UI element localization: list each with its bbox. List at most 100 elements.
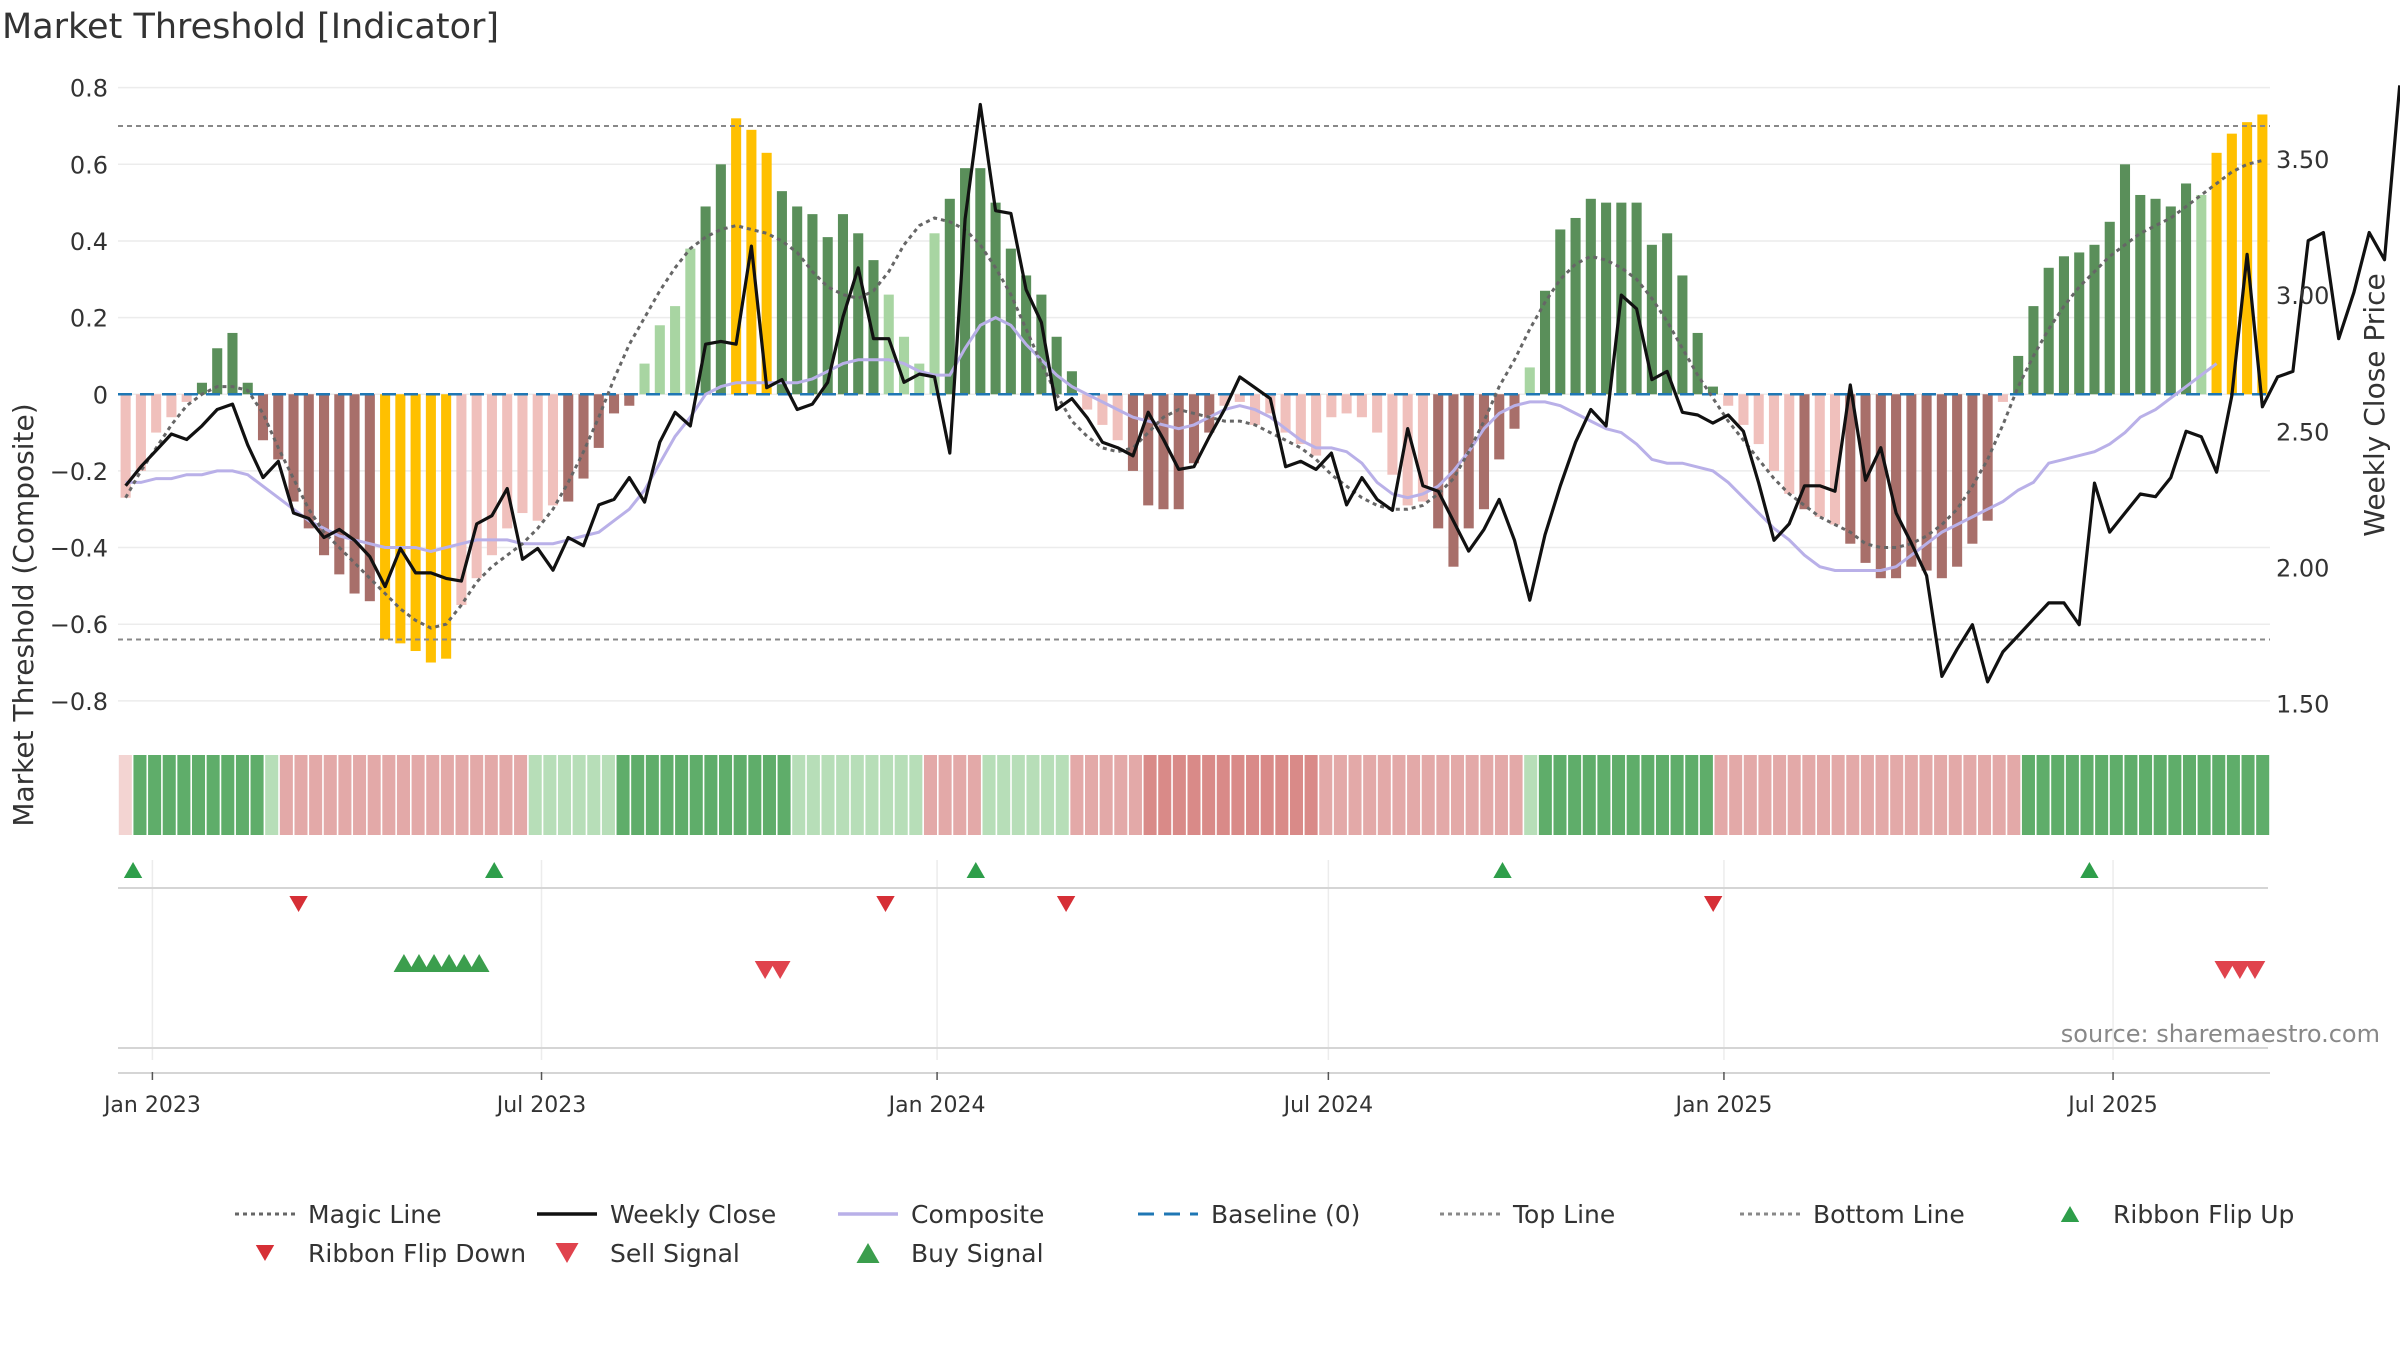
- legend-label: Composite: [911, 1200, 1044, 1229]
- ribbon-cell: [1568, 755, 1582, 835]
- y-left-tick-label: −0.6: [50, 611, 108, 639]
- y-left-label: Market Threshold (Composite): [7, 403, 40, 826]
- legend-label: Top Line: [1512, 1200, 1615, 1229]
- ribbon-cell: [953, 755, 967, 835]
- threshold-bar: [2165, 206, 2176, 395]
- threshold-bar: [166, 394, 177, 418]
- ribbon-cell: [162, 755, 176, 835]
- ribbon-cell: [353, 755, 367, 835]
- ribbon-flip-down-marker: [289, 896, 308, 912]
- legend-marker: [2060, 1206, 2080, 1222]
- sell-signal-marker: [769, 961, 791, 979]
- ribbon-cell: [923, 755, 938, 835]
- ribbon-cell: [704, 755, 718, 835]
- threshold-bar: [2013, 355, 2024, 395]
- y-right-tick-label: 2.00: [2276, 554, 2329, 582]
- threshold-bar: [1478, 394, 1490, 510]
- threshold-bar: [1082, 394, 1093, 410]
- ribbon-cell: [1231, 755, 1245, 835]
- ribbon-cell: [909, 755, 923, 835]
- ribbon-cell: [338, 755, 352, 835]
- threshold-bar: [1662, 233, 1673, 395]
- threshold-bar: [1646, 244, 1657, 395]
- y-left-tick-label: −0.4: [50, 535, 108, 563]
- ribbon-cell: [806, 755, 820, 835]
- threshold-bar: [532, 394, 543, 521]
- ribbon-cell: [191, 755, 206, 835]
- marker-layer: [123, 862, 2266, 1263]
- threshold-bar: [1127, 394, 1138, 471]
- threshold-bar: [135, 394, 146, 471]
- buy-signal-marker: [408, 954, 430, 972]
- threshold-bar: [944, 198, 955, 395]
- ribbon-cell: [1363, 755, 1377, 835]
- threshold-bar: [1738, 394, 1749, 425]
- ribbon-cell: [1494, 755, 1508, 835]
- ribbon-cell: [484, 755, 498, 835]
- threshold-bar: [364, 394, 375, 602]
- ribbon-cell: [2036, 755, 2050, 835]
- y-left-tick-label: 0.2: [70, 305, 108, 333]
- threshold-bar: [883, 294, 894, 395]
- ribbon-cell: [1289, 755, 1303, 835]
- legend-layer: Magic Line Weekly Close Composite Baseline …: [235, 1200, 2294, 1268]
- threshold-bar: [960, 168, 971, 395]
- ribbon-cell: [1948, 755, 1962, 835]
- ribbon-cell: [382, 755, 396, 835]
- y-left-tick-label: 0.4: [70, 228, 108, 256]
- threshold-bar: [685, 248, 696, 395]
- ribbon-cell: [1685, 755, 1699, 835]
- sell-signal-marker: [2214, 961, 2236, 979]
- threshold-bar: [2135, 194, 2146, 395]
- threshold-bar: [2150, 198, 2161, 395]
- weekly-close-line: [124, 85, 2400, 684]
- legend-label: Magic Line: [308, 1200, 442, 1229]
- threshold-bar: [1814, 394, 1825, 517]
- threshold-bar: [868, 260, 879, 395]
- ribbon-cell: [2212, 755, 2226, 835]
- ribbon-cell: [514, 755, 528, 835]
- threshold-bar: [1005, 248, 1016, 395]
- threshold-bar: [807, 214, 818, 395]
- threshold-bar: [792, 206, 803, 395]
- ribbon-cell: [1041, 755, 1055, 835]
- threshold-bar: [1066, 371, 1077, 395]
- ribbon-flip-down-marker: [1056, 896, 1076, 912]
- y-right-tick-label: 1.50: [2276, 691, 2329, 719]
- threshold-bar: [822, 237, 833, 395]
- threshold-bar: [929, 233, 940, 395]
- threshold-bar: [1631, 202, 1642, 395]
- ribbon-cell: [1612, 755, 1626, 835]
- buy-signal-marker: [423, 954, 445, 972]
- ribbon-cell: [1831, 755, 1845, 835]
- threshold-bar: [853, 233, 864, 395]
- ribbon-cell: [2241, 755, 2255, 835]
- threshold-bar: [1753, 394, 1764, 445]
- threshold-bar: [639, 363, 650, 395]
- threshold-bar: [1524, 367, 1535, 395]
- threshold-bar: [288, 394, 299, 502]
- ribbon-cell: [1978, 755, 1992, 835]
- threshold-bar: [181, 394, 192, 402]
- threshold-bar: [578, 394, 589, 479]
- ribbon-cell: [1158, 755, 1172, 835]
- ribbon-cell: [2168, 755, 2182, 835]
- threshold-bar: [761, 152, 772, 395]
- threshold-bar: [914, 363, 925, 395]
- threshold-bar: [715, 164, 726, 395]
- threshold-bar: [486, 394, 497, 556]
- threshold-bar: [1295, 394, 1306, 445]
- threshold-bar: [212, 348, 223, 395]
- ribbon-cell: [1714, 755, 1728, 835]
- ribbon-cell: [1114, 755, 1128, 835]
- legend-label: Ribbon Flip Down: [308, 1239, 526, 1268]
- threshold-bar: [1845, 394, 1856, 544]
- threshold-bar: [1967, 394, 1978, 544]
- y-left-tick-label: 0.8: [70, 75, 108, 103]
- threshold-bar: [196, 382, 207, 395]
- ribbon-cell: [967, 755, 981, 835]
- ribbon-cell: [396, 755, 410, 835]
- threshold-bar: [1768, 394, 1780, 471]
- ribbon-cell: [279, 755, 293, 835]
- ribbon-flip-down-marker: [876, 896, 895, 912]
